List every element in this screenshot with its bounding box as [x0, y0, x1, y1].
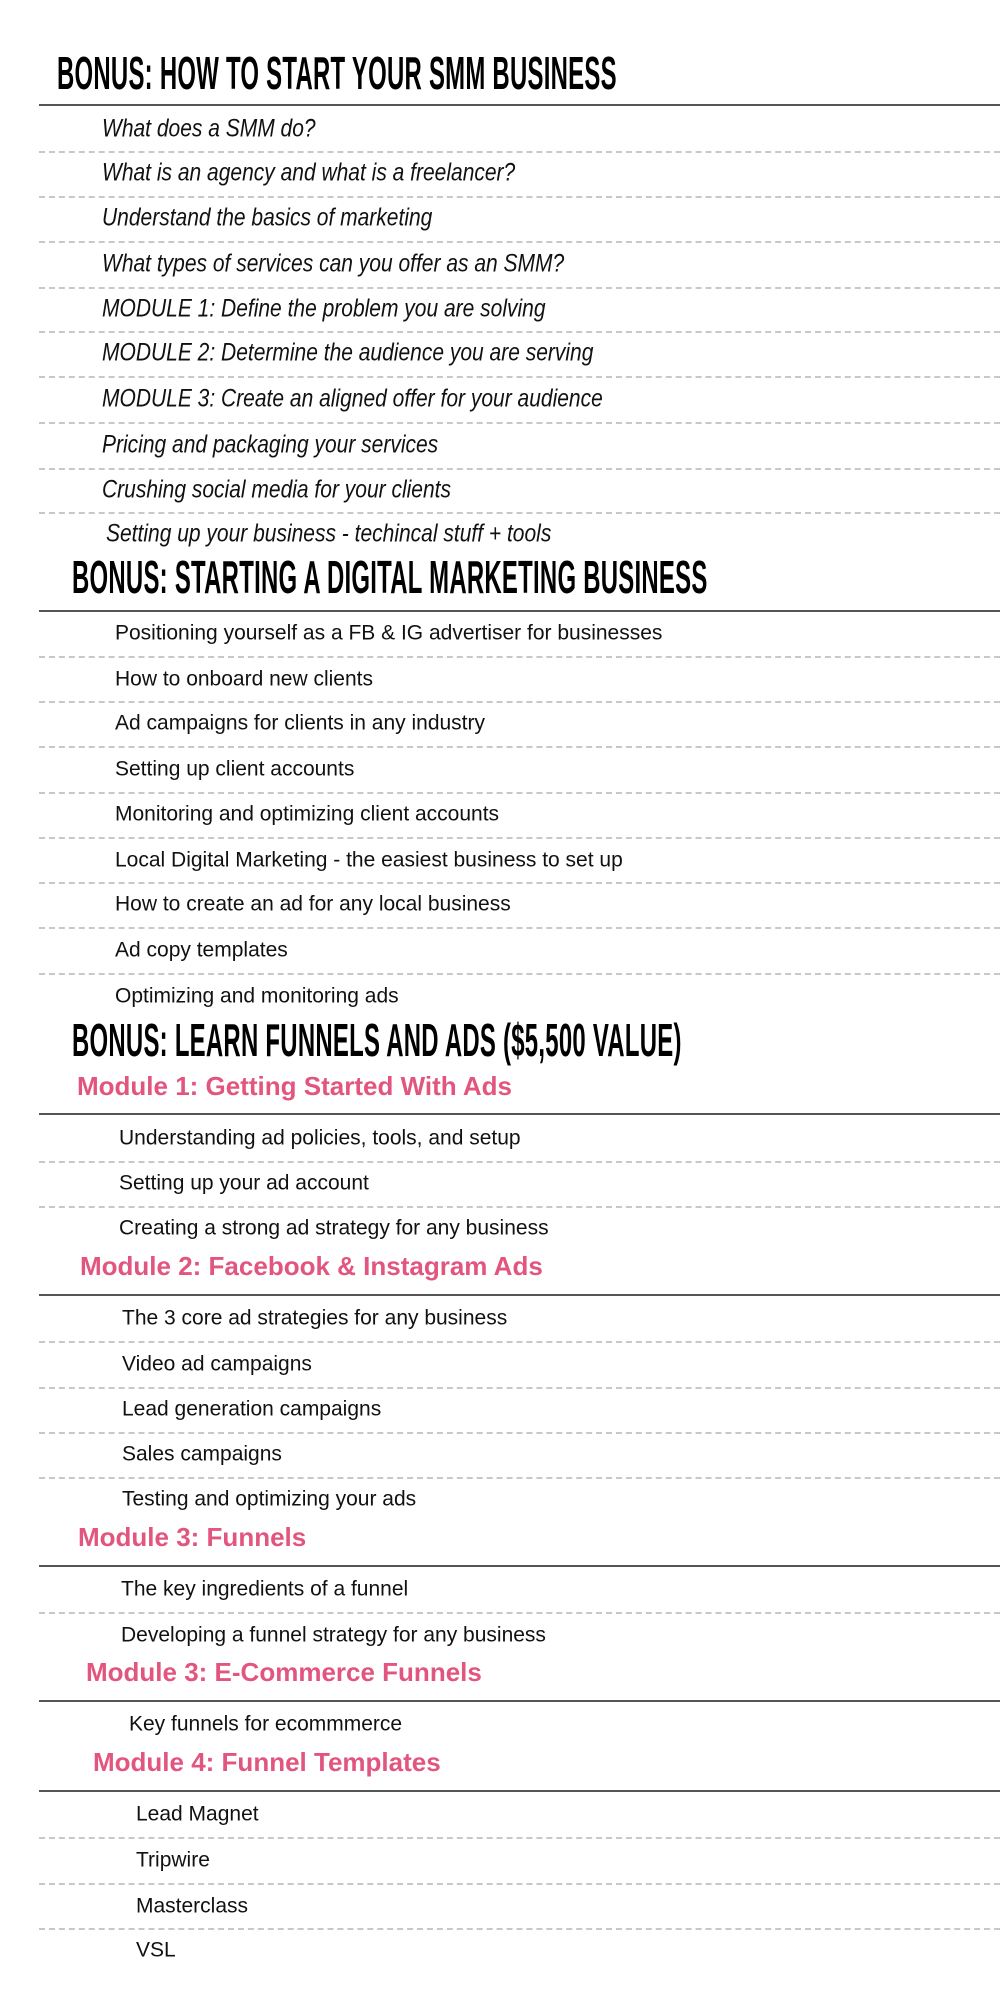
list-item: What types of services can you offer as …	[102, 249, 565, 278]
list-item: How to create an ad for any local busine…	[115, 892, 511, 916]
row-divider	[39, 1161, 1000, 1163]
module-heading: Module 2: Facebook & Instagram Ads	[80, 1251, 543, 1281]
list-item: Crushing social media for your clients	[102, 475, 451, 504]
row-divider	[39, 1883, 1000, 1885]
list-item: Tripwire	[136, 1848, 210, 1872]
list-item: Developing a funnel strategy for any bus…	[121, 1623, 546, 1647]
section-title: BONUS: HOW TO START YOUR SMM BUSINESS	[57, 47, 617, 99]
list-item: Positioning yourself as a FB & IG advert…	[115, 621, 663, 645]
list-item: Masterclass	[136, 1894, 249, 1918]
section-divider	[39, 1565, 1000, 1567]
list-item: Video ad campaigns	[122, 1352, 312, 1376]
list-item: What is an agency and what is a freelanc…	[102, 158, 516, 187]
list-item: Optimizing and monitoring ads	[115, 984, 399, 1008]
row-divider	[39, 1837, 1000, 1839]
list-item: MODULE 2: Determine the audience you are…	[102, 338, 594, 367]
list-item: The key ingredients of a funnel	[121, 1577, 409, 1601]
row-divider	[39, 973, 1000, 975]
list-item: MODULE 1: Define the problem you are sol…	[102, 294, 546, 323]
row-divider	[39, 1477, 1000, 1479]
list-item: Understand the basics of marketing	[102, 203, 433, 232]
module-heading: Module 1: Getting Started With Ads	[77, 1071, 513, 1101]
section-divider	[39, 1790, 1000, 1792]
list-item: Sales campaigns	[122, 1442, 282, 1466]
list-item: Setting up your ad account	[119, 1171, 369, 1195]
row-divider	[39, 1432, 1000, 1434]
section-divider	[39, 1294, 1000, 1296]
module-heading: Module 3: E-Commerce Funnels	[86, 1657, 482, 1687]
row-divider	[39, 376, 1000, 378]
row-divider	[39, 1612, 1000, 1614]
row-divider	[39, 927, 1000, 929]
module-heading: Module 4: Funnel Templates	[93, 1747, 441, 1777]
list-item: Creating a strong ad strategy for any bu…	[119, 1216, 549, 1240]
section-title: BONUS: STARTING A DIGITAL MARKETING BUSI…	[72, 551, 708, 603]
list-item: Monitoring and optimizing client account…	[115, 802, 500, 826]
row-divider	[39, 746, 1000, 748]
list-item: Setting up client accounts	[115, 757, 355, 781]
row-divider	[39, 656, 1000, 658]
row-divider	[39, 512, 1000, 514]
section-divider	[39, 1700, 1000, 1702]
list-item: Understanding ad policies, tools, and se…	[119, 1126, 521, 1150]
section-title: BONUS: LEARN FUNNELS AND ADS ($5,500 VAL…	[72, 1014, 682, 1066]
row-divider	[39, 468, 1000, 470]
list-item: How to onboard new clients	[115, 667, 373, 691]
row-divider	[39, 1341, 1000, 1343]
list-item: Setting up your business - techincal stu…	[106, 519, 552, 548]
row-divider	[39, 1206, 1000, 1208]
list-item: Lead Magnet	[136, 1802, 259, 1826]
row-divider	[39, 792, 1000, 794]
row-divider	[39, 837, 1000, 839]
row-divider	[39, 241, 1000, 243]
list-item: Lead generation campaigns	[122, 1397, 382, 1421]
module-heading: Module 3: Funnels	[78, 1522, 307, 1552]
row-divider	[39, 1928, 1000, 1930]
list-item: Testing and optimizing your ads	[122, 1487, 417, 1511]
list-item: MODULE 3: Create an aligned offer for yo…	[102, 384, 603, 413]
row-divider	[39, 287, 1000, 289]
list-item: What does a SMM do?	[102, 114, 316, 143]
list-item: The 3 core ad strategies for any busines…	[122, 1306, 508, 1330]
list-item: Local Digital Marketing - the easiest bu…	[115, 848, 623, 872]
section-divider	[39, 104, 1000, 106]
row-divider	[39, 422, 1000, 424]
list-item: Ad campaigns for clients in any industry	[115, 711, 486, 735]
section-divider	[39, 610, 1000, 612]
row-divider	[39, 1387, 1000, 1389]
list-item: Ad copy templates	[115, 938, 288, 962]
row-divider	[39, 151, 1000, 153]
list-item: Key funnels for ecommmerce	[129, 1712, 403, 1736]
row-divider	[39, 196, 1000, 198]
section-divider	[39, 1113, 1000, 1115]
row-divider	[39, 331, 1000, 333]
row-divider	[39, 701, 1000, 703]
list-item: Pricing and packaging your services	[102, 430, 439, 459]
list-item: VSL	[136, 1938, 176, 1962]
row-divider	[39, 882, 1000, 884]
